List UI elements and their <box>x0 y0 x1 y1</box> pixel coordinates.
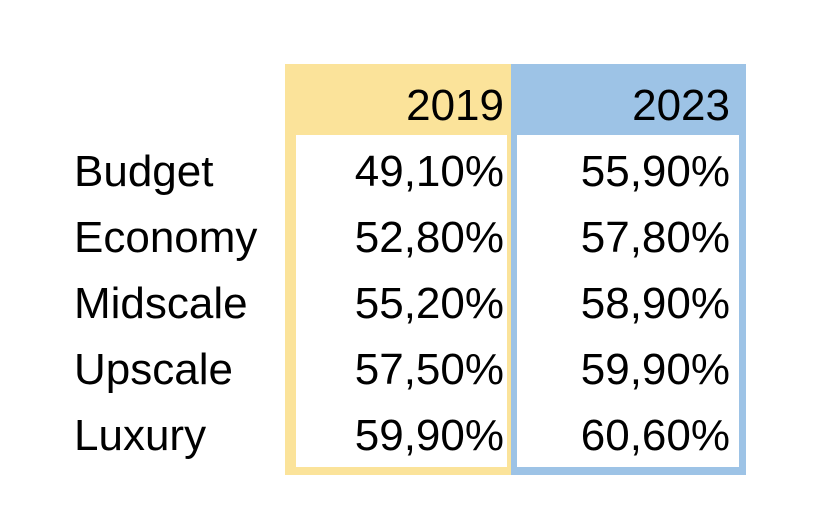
row-label-upscale: Upscale <box>74 345 233 394</box>
cell-2023-economy: 57,80% <box>580 213 730 262</box>
column-2023-frame <box>511 64 746 475</box>
row-label-luxury: Luxury <box>74 411 207 460</box>
column-2019-body <box>296 135 507 467</box>
cell-2023-upscale: 59,90% <box>580 345 730 394</box>
cell-2023-midscale: 58,90% <box>580 279 730 328</box>
cell-2019-midscale: 55,20% <box>354 279 504 328</box>
column-2023-body <box>517 135 739 467</box>
column-header-2019: 2019 <box>406 81 504 130</box>
cell-2019-budget: 49,10% <box>354 147 504 196</box>
row-label-midscale: Midscale <box>74 279 248 328</box>
cell-2019-luxury: 59,90% <box>354 411 504 460</box>
cell-2023-luxury: 60,60% <box>580 411 730 460</box>
row-label-budget: Budget <box>74 147 214 196</box>
column-2019-frame <box>285 64 513 475</box>
cell-2023-budget: 55,90% <box>580 147 730 196</box>
column-header-2023: 2023 <box>632 81 730 130</box>
cell-2019-upscale: 57,50% <box>354 345 504 394</box>
cell-2019-economy: 52,80% <box>354 213 504 262</box>
row-label-economy: Economy <box>74 213 258 262</box>
